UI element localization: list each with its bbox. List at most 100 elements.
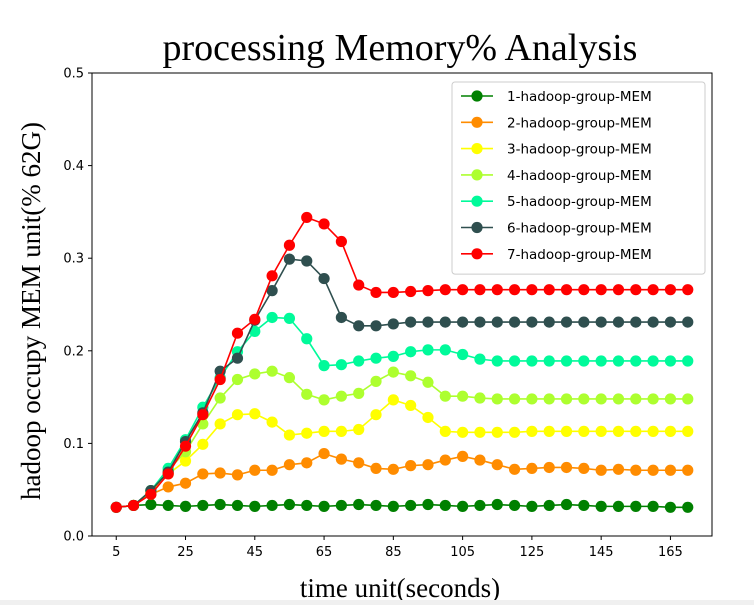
data-point [266, 311, 278, 324]
data-point [526, 500, 538, 512]
data-point [422, 316, 434, 328]
legend-label: 3-hadoop-group-MEM [507, 142, 652, 158]
data-point [560, 316, 573, 328]
data-point [439, 425, 451, 437]
legend-label: 7-hadoop-group-MEM [507, 247, 652, 263]
legend-entry: 6-hadoop-group-MEM [461, 221, 652, 237]
data-point [335, 235, 347, 248]
data-point [474, 316, 486, 328]
data-point [353, 498, 365, 511]
data-point [474, 454, 486, 466]
data-point [422, 344, 434, 356]
y-axis-label: hadoop occupy MEM unit(% 62G) [16, 122, 46, 500]
data-point [630, 355, 642, 367]
data-point [664, 355, 677, 367]
data-point [179, 500, 192, 512]
data-point [595, 393, 607, 405]
x-tick-label: 125 [519, 545, 544, 560]
data-point [491, 459, 503, 471]
data-point [578, 284, 590, 296]
data-point [179, 455, 192, 467]
legend-entry: 1-hadoop-group-MEM [461, 89, 652, 105]
data-point [543, 499, 555, 512]
data-point [508, 355, 521, 367]
data-point [283, 372, 296, 384]
x-tick-label: 105 [450, 545, 475, 560]
data-point [353, 279, 365, 291]
data-point [491, 284, 503, 296]
data-point [370, 409, 382, 421]
data-point [526, 462, 538, 475]
data-point [682, 425, 694, 437]
data-point [491, 498, 503, 511]
data-point [179, 440, 192, 452]
data-point [266, 270, 278, 282]
data-point [318, 425, 330, 437]
data-point [457, 316, 469, 328]
data-point [335, 359, 347, 371]
data-point [387, 318, 399, 330]
data-point [526, 355, 538, 367]
data-point [162, 481, 174, 493]
data-point [214, 467, 226, 479]
data-point [560, 355, 573, 367]
data-point [145, 488, 157, 500]
data-point [318, 500, 330, 512]
data-point [578, 393, 590, 405]
data-point [526, 393, 538, 405]
data-point [318, 394, 330, 406]
x-tick-label: 145 [589, 545, 614, 560]
data-point [560, 393, 573, 405]
data-point [283, 429, 296, 441]
series-line [116, 503, 688, 509]
data-point [353, 457, 365, 469]
data-point [543, 316, 555, 328]
data-point [162, 499, 174, 512]
data-point [560, 498, 573, 511]
data-point [647, 355, 659, 367]
y-tick-label: 0.4 [63, 159, 84, 174]
data-point [266, 499, 278, 512]
data-point [145, 498, 157, 511]
data-point [301, 211, 313, 224]
data-point [647, 500, 659, 512]
data-point [578, 355, 590, 367]
data-point [578, 425, 590, 437]
data-point [647, 464, 659, 476]
data-point [508, 284, 521, 296]
data-point [127, 499, 140, 512]
data-point [630, 393, 642, 405]
data-point [612, 284, 625, 296]
legend-marker [471, 248, 483, 260]
data-point [422, 459, 434, 471]
legend-label: 2-hadoop-group-MEM [507, 115, 652, 131]
data-point [664, 284, 677, 296]
data-point [283, 498, 296, 511]
data-point [370, 375, 382, 387]
legend-label: 1-hadoop-group-MEM [507, 89, 652, 105]
data-point [283, 312, 296, 324]
data-point [595, 464, 607, 476]
y-tick-label: 0.0 [63, 530, 84, 545]
y-tick-label: 0.2 [63, 344, 84, 359]
data-point [231, 373, 244, 386]
series-6 [110, 253, 694, 513]
data-point [439, 454, 451, 466]
data-point [301, 388, 313, 400]
data-point [335, 425, 347, 437]
data-point [543, 393, 555, 405]
data-point [612, 463, 625, 475]
data-point [301, 457, 313, 469]
legend-entry: 4-hadoop-group-MEM [461, 168, 652, 184]
data-point [231, 469, 244, 481]
legend-marker [471, 169, 483, 181]
data-point [630, 500, 642, 512]
data-point [630, 464, 642, 476]
data-point [526, 284, 538, 296]
data-point [474, 284, 486, 296]
data-point [387, 500, 399, 512]
data-point [595, 284, 607, 296]
data-point [214, 392, 226, 404]
data-point [214, 373, 226, 386]
data-point [214, 418, 226, 430]
